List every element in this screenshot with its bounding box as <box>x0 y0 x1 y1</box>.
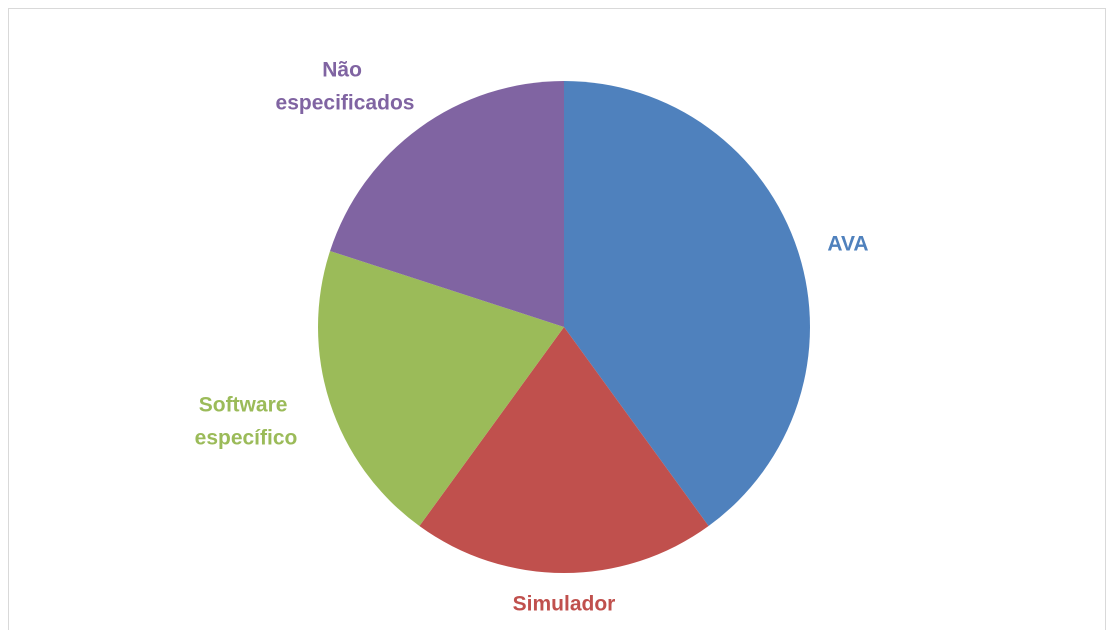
slice-label: Simulador <box>513 593 616 616</box>
pie-slice <box>419 327 709 573</box>
slice-label: Não especificados <box>276 58 415 114</box>
slice-label: AVA <box>827 233 868 256</box>
pie-slice <box>564 81 810 527</box>
pie-slice <box>318 250 564 527</box>
slice-label: Software específico <box>195 393 298 449</box>
pie-slice <box>330 80 564 327</box>
